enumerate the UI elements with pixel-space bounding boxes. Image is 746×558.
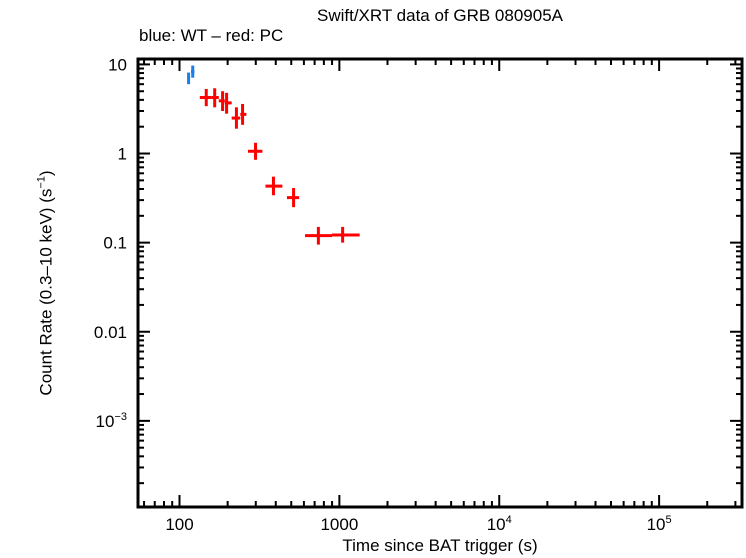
data-point-pc (218, 91, 225, 112)
data-points (187, 65, 360, 245)
axis-ticks (138, 59, 742, 507)
svg-text:1: 1 (118, 145, 127, 164)
svg-text:100: 100 (165, 515, 193, 534)
data-point-pc (247, 142, 263, 160)
chart-subtitle-legend: blue: WT – red: PC (139, 26, 284, 45)
data-point-wt (187, 72, 191, 85)
data-point-pc (332, 226, 360, 243)
svg-text:104: 104 (487, 514, 512, 534)
data-point-pc (240, 103, 247, 125)
tick-labels: 100 1000 104 105 10 1 0.1 0.01 10−3 (94, 55, 672, 534)
svg-text:105: 105 (647, 514, 672, 534)
x-axis-label: Time since BAT trigger (s) (342, 536, 538, 555)
chart-title: Swift/XRT data of GRB 080905A (316, 6, 563, 25)
svg-text:0.1: 0.1 (103, 234, 127, 253)
data-point-pc (231, 107, 241, 129)
svg-text:10: 10 (108, 55, 127, 74)
data-point-pc (211, 88, 219, 108)
svg-text:10−3: 10−3 (96, 411, 127, 431)
data-point-pc (265, 176, 283, 196)
svg-text:1000: 1000 (320, 515, 358, 534)
axes-frame (136, 57, 744, 509)
data-point-pc (286, 188, 300, 208)
data-point-wt (190, 65, 195, 78)
data-point-pc (224, 92, 232, 114)
data-point-pc (199, 88, 212, 107)
svg-text:0.01: 0.01 (94, 323, 127, 342)
data-point-pc (305, 226, 333, 245)
